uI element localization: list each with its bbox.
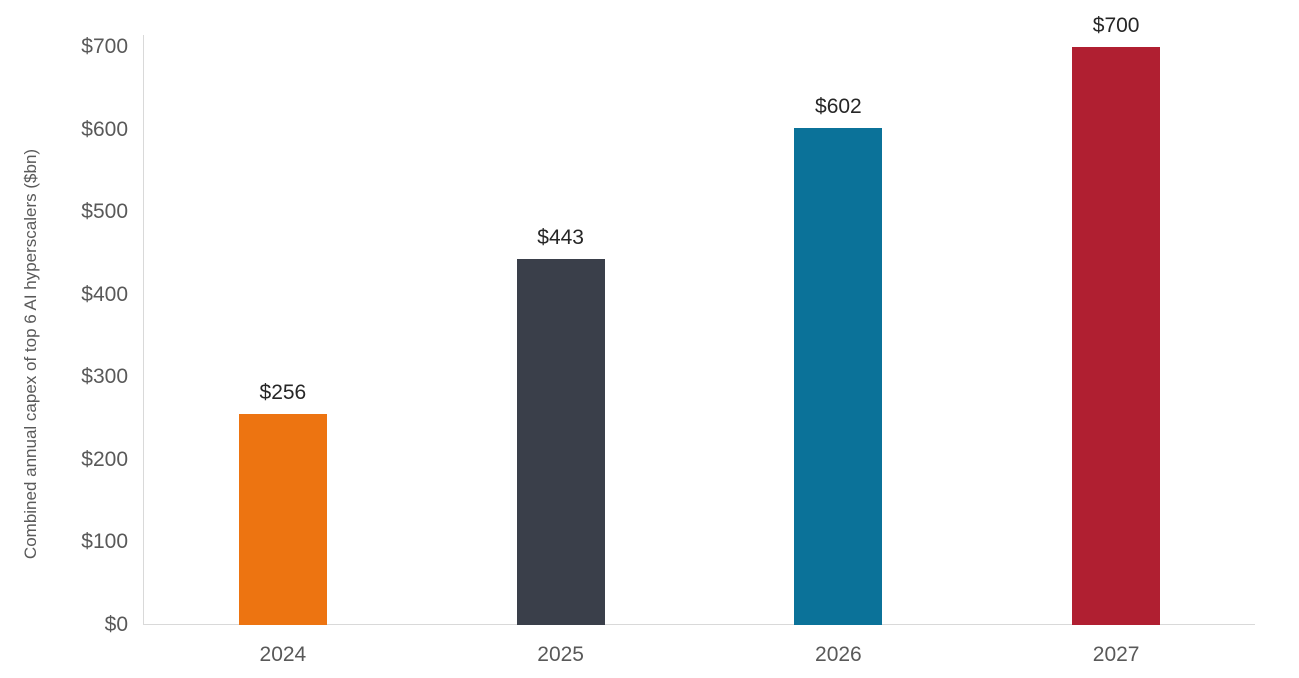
x-axis-line bbox=[143, 624, 1255, 625]
y-tick-label: $500 bbox=[81, 200, 128, 224]
x-tick-label: 2026 bbox=[815, 643, 862, 666]
bar-value-label: $256 bbox=[259, 380, 307, 404]
x-tick-label: 2025 bbox=[537, 643, 584, 666]
bar-2025 bbox=[516, 259, 605, 625]
y-tick-label: $400 bbox=[81, 282, 128, 306]
bar-value-label: $700 bbox=[1092, 14, 1140, 37]
y-tick-label: $200 bbox=[81, 447, 128, 471]
y-tick-label: $700 bbox=[81, 35, 128, 58]
y-axis-line bbox=[143, 35, 144, 625]
x-tick-label: 2024 bbox=[259, 643, 307, 666]
y-tick-label: $300 bbox=[81, 365, 128, 389]
x-tick-label: 2027 bbox=[1092, 643, 1140, 666]
y-tick-label: $100 bbox=[81, 530, 128, 554]
bar-2027 bbox=[1072, 47, 1161, 625]
bar-value-label: $602 bbox=[815, 94, 862, 118]
y-tick-label: $0 bbox=[104, 613, 128, 636]
bar-2026 bbox=[794, 127, 883, 625]
bar-value-label: $443 bbox=[537, 226, 584, 250]
bar-2024 bbox=[238, 413, 327, 625]
y-tick-label: $600 bbox=[81, 117, 128, 141]
